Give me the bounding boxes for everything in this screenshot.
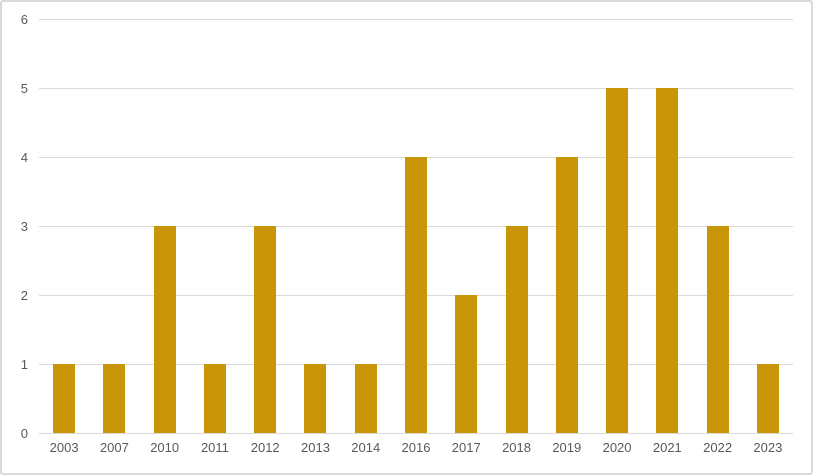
bar-2011 [203,364,226,433]
x-tick-label: 2017 [451,440,481,455]
gridline [39,432,793,434]
bar-2007 [103,364,126,433]
y-tick-label: 2 [20,287,28,303]
x-tick-label: 2012 [250,440,280,455]
bar-2010 [153,226,176,433]
y-tick-label: 3 [20,218,28,234]
y-tick-label: 0 [20,425,28,441]
bar-2013 [304,364,327,433]
bar-2014 [354,364,377,433]
x-tick-label: 2019 [552,440,582,455]
y-tick-label: 6 [20,11,28,27]
x-tick-label: 2007 [99,440,129,455]
y-tick-label: 5 [20,80,28,96]
bar-2021 [656,88,679,433]
x-tick-label: 2010 [150,440,180,455]
bar-2023 [756,364,779,433]
x-tick-label: 2003 [49,440,79,455]
gridline [39,18,793,20]
bar-2018 [505,226,528,433]
x-tick-label: 2014 [351,440,381,455]
bar-2012 [254,226,277,433]
x-tick-label: 2013 [301,440,330,455]
x-tick-label: 2018 [502,440,531,455]
bar-2017 [455,295,478,433]
bar-2019 [555,157,578,433]
y-tick-label: 4 [20,149,28,165]
x-tick-label: 2021 [652,440,682,455]
x-tick-label: 2023 [753,440,783,455]
bar-2022 [706,226,729,433]
x-tick-label: 2020 [602,440,632,455]
x-tick-label: 2022 [703,440,733,455]
gridline [39,87,793,89]
bar-2016 [405,157,427,433]
x-tick-label: 2016 [401,440,431,455]
x-tick-label: 2011 [200,440,229,455]
bar-2020 [606,88,629,433]
bar-2003 [53,364,76,433]
y-tick-label: 1 [20,356,28,372]
